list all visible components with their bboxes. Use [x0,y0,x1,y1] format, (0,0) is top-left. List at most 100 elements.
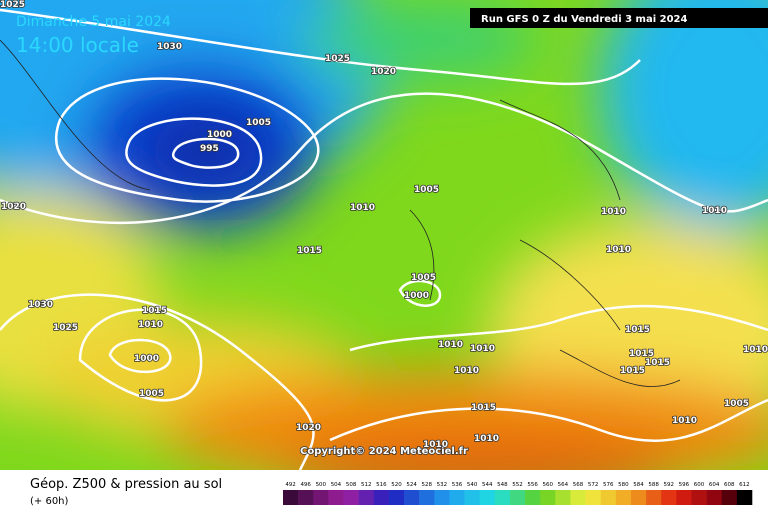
isobar-label: 1015 [297,246,322,256]
isobar-label: 1015 [142,306,167,316]
isobar-label: 1010 [702,206,727,216]
isobar-label: 1010 [438,340,463,350]
scale-swatch [555,490,571,505]
isobar [329,398,768,442]
scale-label: 588 [648,482,659,488]
scale-label: 536 [452,482,463,488]
isobar-label: 1020 [296,423,321,433]
date-label: Dimanche 5 mai 2024 [16,14,171,30]
scale-label: 568 [573,482,584,488]
scale-swatch [600,490,617,505]
scale-label: 608 [724,482,735,488]
scale-swatch [540,490,556,505]
isobar-label: 1005 [246,118,271,128]
scale-label: 516 [376,482,387,488]
isobar-label: 1010 [470,344,495,354]
scale-label: 540 [467,482,478,488]
scale-label: 512 [361,482,372,488]
isobar-label: 1005 [139,389,164,399]
isobars [0,8,768,471]
isobar [0,8,641,86]
isobar-label: 1020 [1,202,26,212]
scale-label: 528 [421,482,432,488]
scale-swatch [646,490,662,505]
scale-label: 532 [437,482,448,488]
coastline [0,39,681,387]
scale-label: 604 [709,482,720,488]
isobar-label: 1015 [471,403,496,413]
isobar-label: 1000 [404,291,429,301]
coastlines [0,39,681,387]
scale-swatch [373,490,390,505]
scale-swatch [585,490,602,505]
color-scale: 492 496 500 504 508 512 516 520 524 528 532 536 540 5… [283,482,753,505]
scale-label: 552 [512,482,523,488]
isobar-label: 1015 [620,366,645,376]
scale-label: 520 [391,482,402,488]
scale-swatch [661,490,677,505]
scale-swatch [615,490,632,505]
isobar-label: 1025 [325,54,350,64]
scale-label: 508 [346,482,357,488]
isobar-label: 1010 [138,320,163,330]
scale-swatch [706,490,723,505]
scale-label: 584 [633,482,644,488]
isobar [54,77,320,203]
scale-swatch [479,490,496,505]
scale-swatch [388,490,405,505]
scale-label: 592 [664,482,675,488]
isobar-label: 1005 [414,185,439,195]
scale-swatch [328,490,344,505]
scale-swatch [630,490,647,505]
scale-label: 548 [497,482,508,488]
scale-label: 492 [285,482,296,488]
isobar-label: 1020 [371,67,396,77]
isobar [171,137,240,169]
scale-swatch [343,490,359,505]
scale-label: 576 [603,482,614,488]
isobar-label: 1030 [28,300,53,310]
scale-label: 564 [558,482,569,488]
isobar [0,293,315,471]
scale-swatch [509,490,526,505]
scale-label: 504 [331,482,342,488]
scale-label: 572 [588,482,599,488]
isobar-label: 1010 [601,207,626,217]
scale-label: 544 [482,482,493,488]
isobar-label: 1000 [134,354,159,364]
scale-swatch [449,490,465,505]
scale-swatch [570,490,586,505]
scale-label: 600 [694,482,705,488]
isobar-label: 1015 [629,349,654,359]
scale-swatch [736,490,753,505]
isobar [0,92,768,225]
scale-swatch [404,490,420,505]
copyright: Copyright© 2024 Meteociel.fr [300,446,468,457]
isobar-label: 995 [200,144,219,154]
scale-swatch [313,490,329,505]
scale-swatch [358,490,375,505]
run-box [470,8,768,28]
isobar-label: 1010 [606,245,631,255]
isobar-labels: 1025 1030 1025 1020 1005 1000 995 1020 1005 1010 1… [0,0,768,451]
isobar-label: 1000 [207,130,232,140]
time-label: 14:00 locale [16,33,139,57]
scale-swatch [419,490,435,505]
isobar-label: 1010 [474,434,499,444]
isobar-label: 1030 [157,42,182,52]
scale-swatch [525,490,541,505]
isobar-label: 1010 [423,440,448,450]
isobar-label: 1015 [625,325,650,335]
isobar [108,338,172,374]
scale-label: 560 [543,482,554,488]
isobar [78,308,203,402]
isobar-label: 1025 [0,0,25,10]
isobar [398,279,442,307]
scale-swatch [298,490,314,505]
scale-label: 596 [679,482,690,488]
isobar-label: 1010 [350,203,375,213]
scale-label: 612 [739,482,750,488]
scale-label: 556 [527,482,538,488]
scale-swatch [494,490,511,505]
